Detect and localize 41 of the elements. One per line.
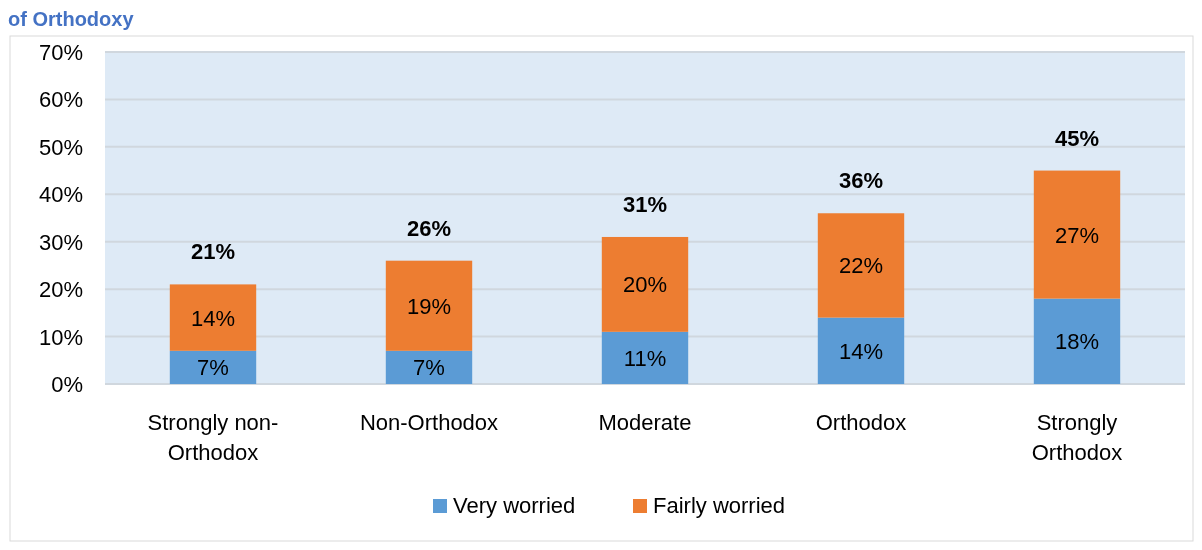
total-label: 21% <box>190 239 236 265</box>
y-tick-label: 70% <box>38 40 83 65</box>
bar <box>385 350 473 384</box>
chart-title: of Orthodoxy <box>8 8 135 30</box>
legend-label: Fairly worried <box>653 493 786 518</box>
bar <box>169 284 257 351</box>
bar <box>1033 298 1121 384</box>
x-tick-label: Moderate <box>598 410 692 435</box>
data-label: 11% <box>623 345 667 371</box>
x-tick-label: Non-Orthodox <box>359 410 499 435</box>
bar <box>601 331 689 384</box>
bar <box>817 317 905 384</box>
bar <box>169 350 257 384</box>
y-tick-label: 20% <box>38 277 83 303</box>
y-tick-label: 0% <box>51 372 83 397</box>
data-label: 19% <box>406 293 452 319</box>
data-label: 14% <box>838 338 884 364</box>
total-label: 31% <box>622 191 668 217</box>
bar <box>1033 170 1121 299</box>
data-label: 22% <box>838 253 884 279</box>
bar <box>817 213 905 318</box>
data-label: 27% <box>1054 222 1100 248</box>
data-label: 14% <box>190 305 236 331</box>
total-label: 45% <box>1054 125 1100 151</box>
total-label: 36% <box>838 168 884 194</box>
x-tick-label: Orthodox <box>815 410 907 435</box>
legend-label: Very worried <box>453 493 576 518</box>
y-tick-label: 10% <box>38 324 83 350</box>
data-label: 7% <box>413 355 445 381</box>
y-tick-label: 60% <box>38 87 83 113</box>
bar <box>601 236 689 332</box>
y-tick-label: 50% <box>38 134 83 160</box>
data-label: 7% <box>197 355 229 381</box>
data-label: 18% <box>1054 329 1100 355</box>
y-tick-label: 40% <box>38 182 83 208</box>
total-label: 26% <box>406 215 452 241</box>
x-tick-label: Strongly Orthodox <box>1031 410 1123 465</box>
y-tick-label: 30% <box>38 229 83 255</box>
x-tick-label: Strongly non-Orthodox <box>147 410 279 465</box>
bar <box>385 260 473 351</box>
data-label: 20% <box>622 272 668 298</box>
